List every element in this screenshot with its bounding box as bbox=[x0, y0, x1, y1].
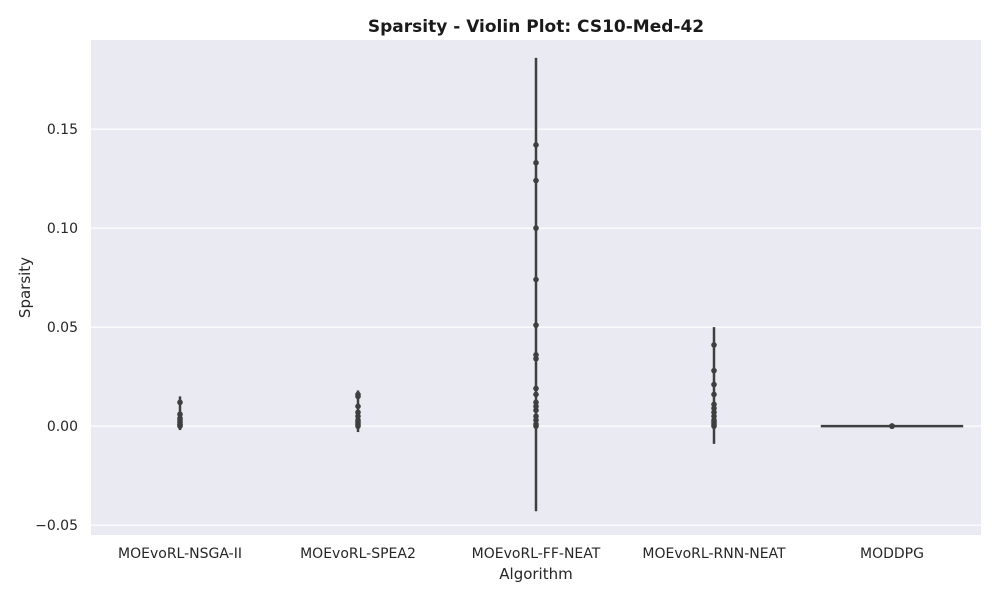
data-point bbox=[533, 385, 539, 392]
data-point bbox=[533, 225, 539, 231]
y-tick-label: 0.10 bbox=[47, 221, 78, 237]
data-point bbox=[711, 342, 717, 348]
y-tick-label: 0.15 bbox=[47, 122, 78, 138]
y-tick-label: 0.05 bbox=[47, 320, 78, 336]
data-point bbox=[711, 391, 717, 398]
x-tick-labels: MOEvoRL-NSGA-II MOEvoRL-SPEA2 MOEvoRL-FF-N… bbox=[118, 546, 924, 562]
data-point bbox=[711, 381, 717, 388]
data-point bbox=[355, 393, 361, 400]
data-point bbox=[533, 352, 539, 358]
data-point bbox=[889, 423, 895, 429]
x-axis-label: Algorithm bbox=[499, 565, 572, 583]
x-tick-label: MOEvoRL-FF-NEAT bbox=[472, 546, 601, 562]
data-point bbox=[533, 423, 539, 429]
data-point bbox=[355, 423, 361, 429]
x-tick-label: MOEvoRL-NSGA-II bbox=[118, 546, 242, 562]
data-point bbox=[533, 322, 539, 328]
data-point bbox=[711, 413, 717, 420]
data-point bbox=[711, 367, 717, 374]
data-point bbox=[533, 413, 539, 420]
y-axis-label: Sparsity bbox=[16, 257, 34, 318]
data-point bbox=[533, 177, 539, 184]
data-point bbox=[177, 411, 183, 418]
data-point bbox=[533, 407, 539, 414]
data-point bbox=[533, 159, 539, 166]
data-point bbox=[533, 403, 539, 410]
x-tick-label: MOEvoRL-SPEA2 bbox=[300, 546, 416, 562]
data-point bbox=[711, 405, 717, 412]
data-point bbox=[711, 423, 717, 429]
data-point bbox=[533, 142, 539, 148]
y-tick-label: −0.05 bbox=[35, 518, 78, 534]
data-point bbox=[533, 355, 539, 362]
violin-marks bbox=[177, 57, 964, 512]
data-point bbox=[355, 403, 361, 410]
data-point bbox=[533, 276, 539, 283]
x-tick-label: MOEvoRL-RNN-NEAT bbox=[642, 546, 786, 562]
y-tick-labels: −0.05 0.00 0.05 0.10 0.15 bbox=[35, 122, 78, 534]
data-point bbox=[177, 399, 183, 406]
data-point bbox=[355, 413, 361, 420]
data-point bbox=[533, 399, 539, 406]
data-point bbox=[711, 409, 717, 416]
y-tick-label: 0.00 bbox=[47, 419, 78, 435]
chart-title: Sparsity - Violin Plot: CS10-Med-42 bbox=[368, 17, 704, 37]
data-point bbox=[711, 401, 717, 408]
x-tick-label: MODDPG bbox=[860, 546, 924, 562]
data-point bbox=[533, 391, 539, 398]
data-point bbox=[533, 417, 539, 423]
data-point bbox=[177, 423, 183, 429]
data-point bbox=[355, 409, 361, 416]
